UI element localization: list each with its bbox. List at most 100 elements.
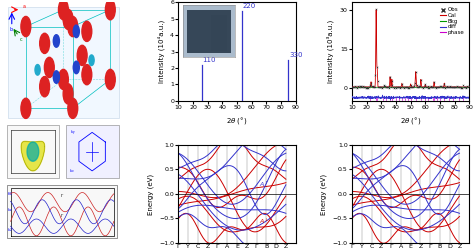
Point (350, 85, 358, 89)
Circle shape (105, 69, 115, 90)
Point (428, 86, 436, 90)
Point (414, 85, 422, 89)
Text: b: b (9, 27, 12, 32)
Point (446, 85, 453, 89)
Point (383, 86, 391, 90)
Text: $k_y$: $k_y$ (71, 128, 77, 137)
Point (364, 85, 371, 89)
Text: $\Gamma$: $\Gamma$ (60, 192, 64, 199)
Text: c: c (20, 37, 23, 42)
Circle shape (21, 98, 31, 119)
Point (418, 85, 426, 89)
Point (379, 85, 387, 89)
Point (415, 86, 422, 90)
Point (417, 84, 424, 88)
Point (413, 85, 421, 89)
Y-axis label: Intensity (10³a.u.): Intensity (10³a.u.) (327, 20, 334, 83)
Point (459, 83, 466, 87)
Point (358, 84, 365, 88)
Point (419, 86, 427, 90)
Point (394, 85, 401, 89)
Point (458, 86, 466, 90)
Point (387, 85, 395, 89)
Point (365, 86, 372, 90)
Circle shape (45, 57, 54, 78)
Point (389, 85, 397, 89)
Circle shape (40, 77, 50, 97)
Text: a: a (22, 4, 25, 9)
Circle shape (53, 71, 59, 83)
Point (411, 81, 419, 85)
Polygon shape (21, 141, 45, 171)
Point (426, 85, 434, 89)
Point (412, 70, 419, 74)
Point (353, 85, 360, 89)
Point (409, 86, 417, 90)
Point (363, 86, 370, 90)
Point (417, 78, 425, 82)
Point (381, 84, 389, 88)
Point (445, 85, 453, 89)
Point (422, 85, 430, 89)
Point (439, 86, 447, 90)
Point (377, 85, 385, 89)
Point (373, 7, 380, 11)
Point (461, 85, 469, 89)
Point (397, 85, 405, 89)
Circle shape (73, 61, 79, 74)
Circle shape (53, 35, 59, 47)
Point (357, 85, 365, 89)
Point (386, 84, 393, 88)
Point (400, 85, 407, 89)
Point (433, 85, 441, 89)
Legend: Obs, Cal, Bkg, diff, phase: Obs, Cal, Bkg, diff, phase (438, 5, 466, 37)
Point (352, 85, 359, 89)
Point (398, 82, 406, 86)
Point (464, 85, 472, 89)
Point (375, 85, 383, 89)
Point (449, 85, 456, 89)
Point (423, 85, 430, 89)
Point (349, 85, 356, 89)
Point (348, 85, 356, 89)
Point (401, 85, 409, 89)
Point (362, 86, 370, 90)
Point (383, 85, 390, 89)
Circle shape (77, 45, 87, 65)
Point (392, 86, 400, 90)
Point (361, 85, 369, 89)
Point (429, 85, 437, 89)
Point (368, 84, 375, 88)
Point (378, 86, 386, 90)
Point (449, 85, 457, 89)
Point (399, 85, 406, 89)
FancyBboxPatch shape (66, 125, 118, 178)
Point (388, 79, 395, 83)
Point (456, 85, 464, 89)
Text: $A^{\downarrow}$: $A^{\downarrow}$ (259, 217, 270, 226)
Point (377, 85, 384, 89)
Text: $k_z$: $k_z$ (7, 207, 13, 214)
Point (351, 84, 359, 88)
Point (425, 86, 433, 90)
Circle shape (35, 64, 40, 75)
Point (408, 85, 415, 89)
Point (438, 85, 445, 89)
Text: $A^{\uparrow}$: $A^{\uparrow}$ (259, 179, 270, 188)
Circle shape (63, 84, 73, 104)
Point (404, 86, 411, 90)
Circle shape (82, 21, 92, 41)
Point (463, 85, 470, 89)
FancyBboxPatch shape (7, 185, 118, 238)
Circle shape (63, 9, 73, 30)
Circle shape (40, 33, 50, 54)
Point (393, 85, 401, 89)
Circle shape (58, 0, 68, 20)
Point (444, 84, 451, 88)
Point (456, 85, 463, 89)
Point (428, 85, 435, 89)
Point (370, 85, 378, 89)
Circle shape (68, 98, 78, 119)
Circle shape (105, 0, 115, 20)
Point (454, 85, 462, 89)
